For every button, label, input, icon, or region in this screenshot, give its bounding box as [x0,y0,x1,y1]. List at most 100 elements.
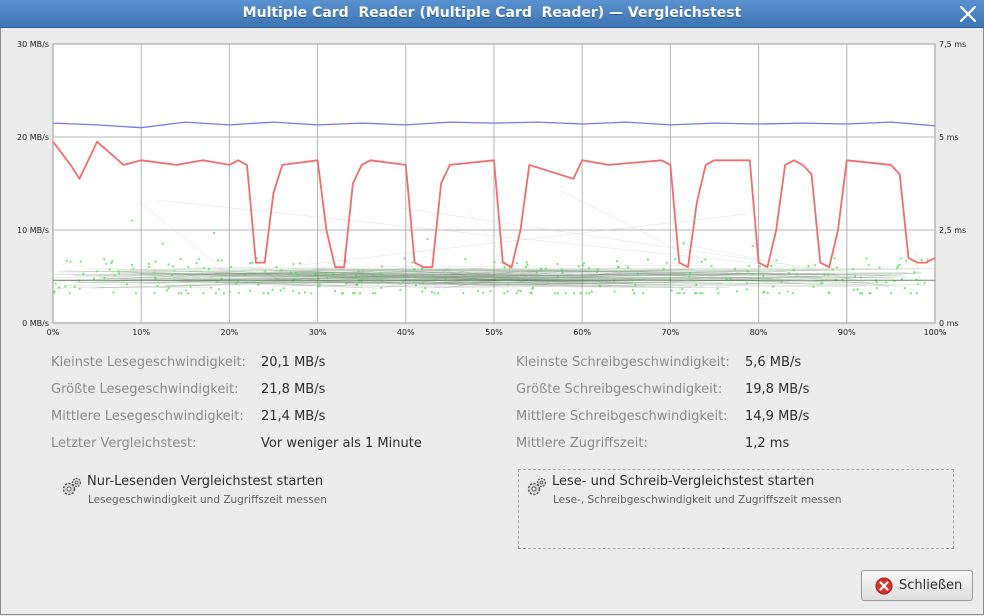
access-time-point [598,285,602,288]
access-time-point [228,290,232,293]
close-button-label: Schließen [899,578,963,593]
start-read-only-benchmark-button[interactable]: Nur-Lesenden Vergleichstest starten Lese… [61,474,461,514]
x-tick-label: 70% [662,328,680,337]
access-time-point [437,292,440,295]
access-time-point [865,257,868,260]
access-time-point [111,260,114,263]
access-time-seek-line [328,277,774,279]
access-time-point [353,291,356,294]
access-time-point [209,286,213,289]
access-time-point [303,291,306,294]
access-time-point [812,285,815,288]
access-time-point [153,292,156,295]
access-time-seek-line [570,270,636,279]
access-time-point [636,272,640,275]
max-read-value: 21,8 MB/s [261,382,326,397]
access-time-seek-line [115,270,196,281]
access-time-seek-line [415,273,573,285]
access-time-point [725,277,728,280]
access-time-seek-line [379,274,610,288]
benchmark-chart: 0% 10% 20% 30% 40% 50% 60% 70% 80% 90% 100% 0 MB/s 0… [17,40,966,337]
access-time-point [125,283,128,286]
access-time-seek-line [313,283,549,285]
access-time-seek-line [407,281,585,284]
access-time-point [130,263,134,266]
close-button[interactable]: Schließen [861,570,973,601]
access-time-point [424,287,427,290]
access-time-point [112,291,115,294]
access-time-point [826,273,830,277]
x-tick-label: 100% [924,328,947,337]
access-time-seek-line [263,272,833,278]
access-time-point [588,292,591,295]
access-time-point [646,258,650,261]
access-time-seek-line [455,270,542,287]
access-time-point [271,288,274,291]
access-time-point [913,271,916,274]
access-time-seek-line [147,272,491,277]
access-time-point [531,287,534,290]
access-time-point [170,274,174,277]
access-time-point [267,292,270,295]
access-time-point [292,263,295,266]
access-time-point [482,291,485,294]
access-time-seek-line [645,275,839,284]
access-time-seek-line [191,274,462,279]
access-time-point [506,290,509,293]
access-time-seek-line [192,277,646,280]
access-time-point [216,280,219,283]
access-time-point [341,292,344,295]
access-time-point [371,274,375,277]
access-time-point [535,271,538,274]
x-tick-label: 50% [485,328,503,337]
access-time-point [775,259,778,262]
access-time-seek-line [119,279,442,289]
access-time-point [856,288,859,291]
access-time-point [710,264,713,267]
access-time-seek-line [144,269,453,284]
access-time-point [682,242,685,245]
access-time-point [926,258,929,261]
access-time-point [920,258,923,262]
access-time-seek-line [229,268,519,275]
access-time-seek-line [361,269,364,287]
access-time-point [222,292,226,295]
y-right-tick-label: 7,5 ms [939,40,966,49]
access-time-seek-line [129,270,604,277]
access-time-point [82,272,85,275]
start-read-write-benchmark-button[interactable]: Lese- und Schreib-Vergleichstest starten… [526,474,926,514]
min-read-label: Kleinste Lesegeschwindigkeit: [51,355,246,370]
access-time-seek-line [635,272,820,286]
access-time-point [778,292,781,295]
access-time-point [374,292,377,295]
access-time-seek-line [138,200,241,283]
access-time-point [292,289,295,292]
access-time-point [560,268,563,271]
access-time-point [189,285,192,288]
read-only-benchmark-title: Nur-Lesenden Vergleichstest starten [87,474,324,489]
access-time-point [58,286,61,289]
access-time-point [218,288,221,291]
access-time-point [582,261,586,265]
access-time-point [716,287,719,290]
access-time-point [207,268,210,271]
access-time-seek-line [97,275,364,289]
y-left-tick-label: 30 MB/s [17,40,49,49]
access-time-point [678,292,681,295]
access-time-point [831,268,834,271]
access-time-seek-line [265,272,890,284]
access-time-point [489,290,492,293]
access-time-point [147,262,150,265]
access-time-point [587,266,591,270]
access-time-point [896,265,900,268]
access-time-point [823,273,826,276]
access-time-seek-line [443,268,538,285]
access-time-point [626,266,629,269]
window-close-icon[interactable] [958,4,978,24]
access-time-point [616,265,619,268]
access-time-point [262,292,265,295]
access-time-seek-line [492,281,637,287]
access-time-point [332,272,335,275]
access-time-seek-line [914,252,921,285]
access-time-point [717,292,720,295]
